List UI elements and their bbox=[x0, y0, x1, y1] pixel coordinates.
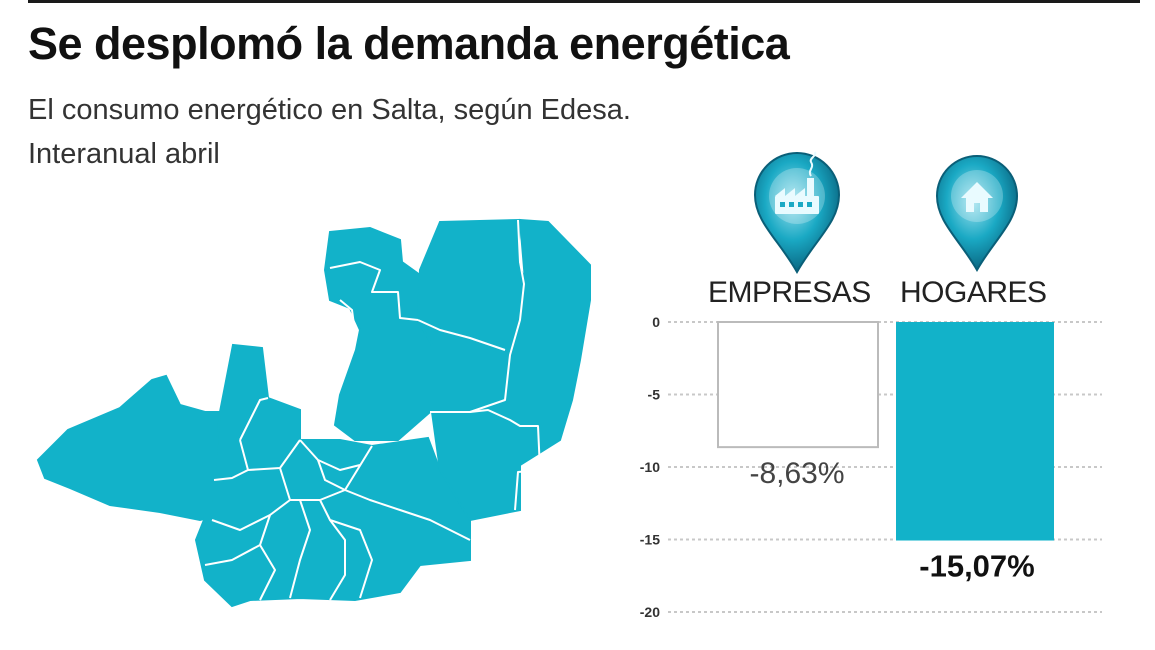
y-axis-ticks: 0 -5 -10 -15 -20 bbox=[640, 314, 660, 620]
value-label-hogares: -15,07% bbox=[919, 549, 1034, 584]
chart-bars bbox=[717, 321, 1054, 541]
page-subtitle: El consumo energético en Salta, según Ed… bbox=[28, 88, 631, 176]
department-borders bbox=[204, 219, 541, 601]
value-labels: -8,63% -15,07% bbox=[749, 457, 1034, 583]
y-tick-label: -20 bbox=[640, 604, 660, 620]
top-rule bbox=[28, 0, 1140, 3]
category-label-hogares: HOGARES bbox=[900, 276, 1047, 309]
subtitle-line-2: Interanual abril bbox=[28, 138, 220, 170]
bar-empresas bbox=[717, 321, 879, 449]
page-title: Se desplomó la demanda energética bbox=[28, 18, 790, 69]
value-label-empresas: -8,63% bbox=[749, 457, 844, 490]
y-tick-label: -10 bbox=[640, 459, 660, 475]
y-tick-label: 0 bbox=[652, 314, 660, 330]
subtitle-line-1: El consumo energético en Salta, según Ed… bbox=[28, 94, 631, 126]
province-shape bbox=[36, 218, 591, 608]
y-tick-label: -5 bbox=[648, 387, 661, 403]
house-pin-icon bbox=[935, 155, 1019, 273]
y-tick-label: -15 bbox=[640, 532, 660, 548]
category-label-empresas: EMPRESAS bbox=[708, 276, 871, 309]
factory-pin-icon bbox=[753, 151, 841, 275]
bar-hogares bbox=[896, 322, 1054, 541]
